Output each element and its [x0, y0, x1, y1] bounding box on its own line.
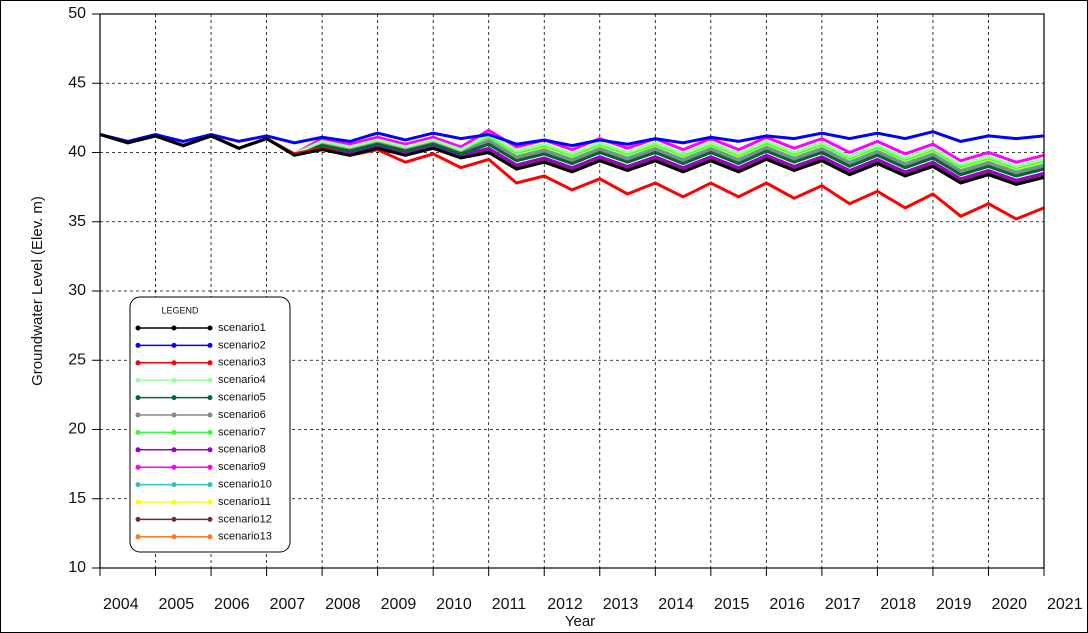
legend-marker: [135, 429, 141, 435]
legend-title: LEGEND: [161, 305, 199, 315]
legend-marker: [207, 342, 213, 348]
legend-marker: [207, 412, 213, 418]
x-tick-label: 2011: [492, 596, 527, 613]
legend-marker: [207, 377, 213, 383]
legend-marker: [135, 482, 141, 488]
legend-marker: [135, 325, 141, 331]
legend-marker: [171, 447, 177, 453]
x-tick-label: 2020: [991, 596, 1027, 613]
x-tick-label: 2008: [325, 596, 361, 613]
x-tick-label: 2007: [270, 596, 306, 613]
legend: LEGEND scenario1 scenario2 scenario3 scenar…: [129, 296, 291, 553]
legend-marker: [207, 499, 213, 505]
legend-marker: [135, 395, 141, 401]
legend-label: scenario4: [218, 374, 266, 386]
legend-marker: [207, 534, 213, 540]
x-tick-label: 2017: [825, 596, 861, 613]
legend-marker: [171, 395, 177, 401]
series-line: [99, 130, 1045, 148]
x-tick-label: 2013: [603, 596, 639, 613]
y-tick-label: 25: [68, 351, 86, 368]
x-tick-label: 2004: [103, 596, 139, 613]
legend-label: scenario12: [218, 513, 272, 525]
legend-marker: [207, 395, 213, 401]
x-tick-label: 2006: [214, 596, 250, 613]
legend-label: scenario1: [218, 322, 266, 334]
legend-marker: [135, 516, 141, 522]
legend-marker: [135, 377, 141, 383]
series-line: [99, 133, 1045, 186]
legend-marker: [207, 360, 213, 366]
legend-marker: [171, 482, 177, 488]
x-tick-label: 2021: [1047, 596, 1083, 613]
y-tick-label: 30: [68, 282, 86, 299]
legend-label: scenario2: [218, 339, 266, 351]
y-tick-label: 15: [68, 490, 86, 507]
axes: 10 15 20 25 30 35 40 45 50 2004 2005 2006 2007 2008 20…: [68, 5, 1082, 613]
x-tick-label: 2015: [714, 596, 750, 613]
x-tick-label: 2019: [936, 596, 972, 613]
legend-marker: [171, 342, 177, 348]
legend-marker: [207, 516, 213, 522]
legend-box: [129, 296, 291, 553]
legend-label: scenario9: [218, 461, 266, 473]
legend-marker: [171, 464, 177, 470]
legend-label: scenario10: [218, 479, 272, 491]
legend-marker: [135, 412, 141, 418]
legend-marker: [171, 534, 177, 540]
legend-label: scenario8: [218, 444, 266, 456]
y-axis-label: Groundwater Level (Elev. m): [29, 196, 46, 386]
legend-marker: [171, 360, 177, 366]
x-tick-label: 2009: [381, 596, 417, 613]
y-tick-label: 40: [68, 144, 86, 161]
legend-marker: [171, 499, 177, 505]
legend-marker: [207, 429, 213, 435]
legend-marker: [207, 464, 213, 470]
legend-marker: [135, 342, 141, 348]
x-tick-label: 2005: [159, 596, 195, 613]
legend-marker: [171, 429, 177, 435]
legend-marker: [135, 534, 141, 540]
y-tick-label: 50: [68, 5, 86, 22]
legend-label: scenario11: [218, 496, 271, 508]
legend-label: scenario13: [218, 531, 272, 543]
x-tick-label: 2018: [880, 596, 916, 613]
lines: [99, 128, 1045, 221]
legend-label: scenario3: [218, 357, 266, 369]
legend-label: scenario5: [218, 392, 266, 404]
x-axis-label: Year: [565, 613, 595, 630]
y-tick-label: 20: [68, 421, 86, 438]
legend-label: scenario6: [218, 409, 266, 421]
y-tick-label: 35: [68, 213, 86, 230]
legend-marker: [171, 325, 177, 331]
x-tick-label: 2014: [658, 596, 694, 613]
legend-marker: [207, 325, 213, 331]
legend-marker: [207, 482, 213, 488]
legend-marker: [171, 516, 177, 522]
x-tick-label: 2016: [769, 596, 805, 613]
legend-label: scenario7: [218, 426, 266, 438]
legend-marker: [135, 464, 141, 470]
legend-marker: [207, 447, 213, 453]
legend-marker: [171, 412, 177, 418]
legend-marker: [135, 447, 141, 453]
x-tick-label: 2010: [436, 596, 472, 613]
legend-marker: [171, 377, 177, 383]
legend-marker: [135, 499, 141, 505]
x-tick-label: 2012: [547, 596, 583, 613]
y-tick-label: 10: [68, 559, 86, 576]
legend-marker: [135, 360, 141, 366]
y-tick-label: 45: [68, 74, 86, 91]
